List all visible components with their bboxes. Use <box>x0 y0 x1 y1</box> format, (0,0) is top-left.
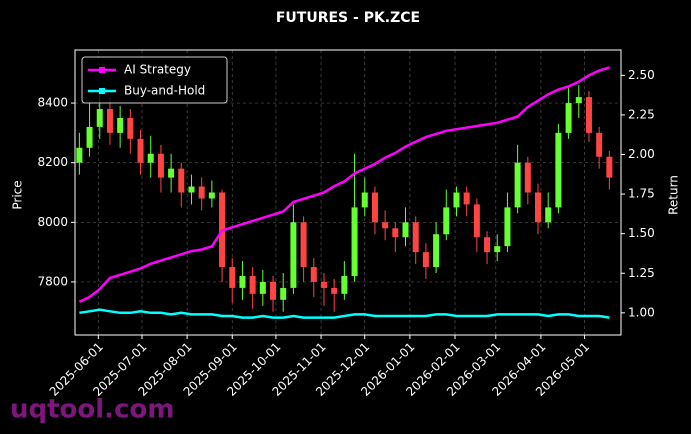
candle-body <box>463 192 470 205</box>
legend-label: Buy-and-Hold <box>124 84 205 98</box>
candle-body <box>239 275 246 288</box>
y-axis-label: Price <box>11 180 25 209</box>
candle-body <box>412 222 419 253</box>
candle-body <box>290 222 297 288</box>
candle-body <box>524 162 531 193</box>
y-tick-label: 7800 <box>37 274 68 288</box>
candle-body <box>310 267 317 282</box>
candle-body <box>249 275 256 294</box>
y2-tick-label: 1.50 <box>628 226 655 240</box>
y2-tick-label: 2.50 <box>628 68 655 82</box>
y2-tick-label: 2.00 <box>628 147 655 161</box>
legend-marker <box>99 67 105 73</box>
candle-body <box>575 97 582 104</box>
candle-body <box>585 97 592 133</box>
candle-body <box>596 132 603 157</box>
candle-body <box>157 153 164 178</box>
candle-body <box>555 132 562 208</box>
legend-label: AI Strategy <box>124 63 191 77</box>
candle-body <box>127 117 134 139</box>
candle-body <box>188 186 195 193</box>
candle-body <box>484 237 491 253</box>
y-tick-label: 8200 <box>37 155 68 169</box>
return-line <box>78 66 610 303</box>
candle-body <box>178 168 185 193</box>
candle-body <box>494 246 501 253</box>
candle-body <box>76 147 83 163</box>
candle-body <box>606 156 613 178</box>
candle-body <box>382 222 389 229</box>
watermark: uqtool.com <box>10 395 174 425</box>
candle-body <box>351 207 358 276</box>
y-tick-label: 8000 <box>37 215 68 229</box>
candle-body <box>433 234 440 268</box>
candle-body <box>259 281 266 294</box>
candle-body <box>147 153 154 163</box>
candle-body <box>117 117 124 133</box>
candle-body <box>208 192 215 199</box>
y2-tick-label: 1.25 <box>628 266 655 280</box>
legend-box <box>81 56 228 104</box>
candle-body <box>443 207 450 235</box>
candle-body <box>137 138 144 163</box>
candle-body <box>473 204 480 238</box>
candle-body <box>341 275 348 294</box>
legend: AI Strategy Buy-and-Hold <box>81 56 228 104</box>
candle-body <box>361 192 368 208</box>
candle-body <box>106 109 113 133</box>
candle-body <box>198 186 205 199</box>
candle-body <box>96 109 103 127</box>
plot-frame <box>74 49 622 336</box>
chart-title: FUTURES - PK.ZCE <box>276 10 420 26</box>
y-tick-label: 8400 <box>37 96 68 110</box>
candle-body <box>565 103 572 133</box>
candle-body <box>270 281 277 300</box>
candle-body <box>545 207 552 223</box>
candle-body <box>320 281 327 288</box>
y2-tick-label: 1.00 <box>628 305 655 319</box>
candle-body <box>504 207 511 247</box>
candle-body <box>86 126 93 148</box>
candle-body <box>371 192 378 223</box>
y2-tick-label: 2.25 <box>628 107 655 121</box>
candle-body <box>514 162 521 208</box>
candle-body <box>300 222 307 268</box>
candle-body <box>453 192 460 208</box>
candle-body <box>229 267 236 288</box>
candle-body <box>392 228 399 238</box>
y2-axis-label: Return <box>667 175 681 215</box>
candle-body <box>402 222 409 238</box>
candle-body <box>280 287 287 300</box>
legend-marker <box>99 88 105 94</box>
candle-body <box>331 287 338 294</box>
candle-body <box>422 252 429 268</box>
y2-tick-label: 1.75 <box>628 187 655 201</box>
candle-body <box>535 192 542 223</box>
return-line <box>79 308 610 319</box>
candle-body <box>168 168 175 178</box>
